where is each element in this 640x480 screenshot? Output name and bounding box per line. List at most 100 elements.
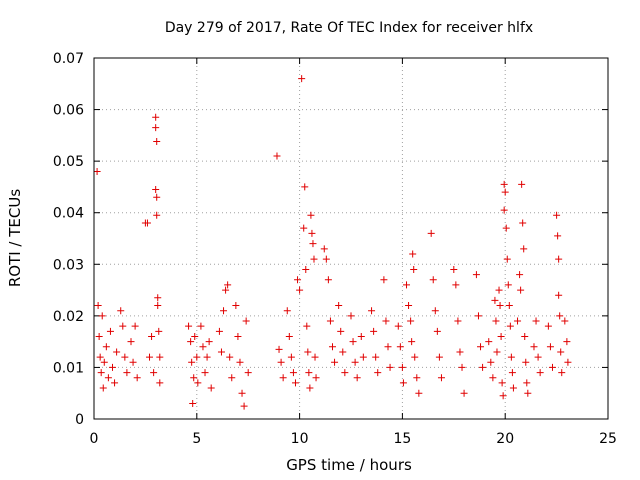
data-point	[433, 327, 441, 335]
data-point	[339, 348, 347, 356]
data-point	[384, 343, 392, 351]
data-point	[505, 302, 513, 310]
data-point	[503, 255, 511, 263]
data-point	[187, 338, 195, 346]
data-point	[111, 379, 119, 387]
data-point	[398, 363, 406, 371]
data-point	[396, 343, 404, 351]
data-point	[489, 374, 497, 382]
data-point	[215, 327, 223, 335]
data-point	[238, 389, 246, 397]
data-point	[244, 369, 252, 377]
data-point	[119, 322, 127, 330]
data-point	[427, 229, 435, 237]
data-point	[289, 369, 297, 377]
data-point	[514, 317, 522, 325]
data-point	[185, 322, 193, 330]
y-tick-label: 0.02	[53, 309, 84, 325]
data-point	[337, 327, 345, 335]
data-point	[201, 369, 209, 377]
data-point	[287, 353, 295, 361]
data-point	[458, 363, 466, 371]
data-point	[341, 369, 349, 377]
data-point	[347, 312, 355, 320]
x-tick-label: 10	[291, 431, 309, 447]
x-tick-label: 5	[192, 431, 201, 447]
data-point	[127, 338, 135, 346]
data-point	[97, 369, 105, 377]
data-point	[532, 317, 540, 325]
data-point	[305, 369, 313, 377]
data-point	[326, 317, 334, 325]
data-point	[150, 369, 158, 377]
data-point	[188, 358, 196, 366]
data-point	[152, 186, 160, 194]
data-point	[129, 358, 137, 366]
data-point	[199, 343, 207, 351]
y-tick-label: 0.01	[53, 360, 84, 376]
y-tick-label: 0.03	[53, 257, 84, 273]
data-point	[561, 317, 569, 325]
data-point	[152, 113, 160, 121]
data-point	[506, 322, 514, 330]
data-point	[306, 384, 314, 392]
data-point	[232, 302, 240, 310]
data-point	[523, 379, 531, 387]
x-tick-label: 0	[90, 431, 99, 447]
data-point	[500, 206, 508, 214]
data-point	[205, 338, 213, 346]
data-point	[203, 353, 211, 361]
data-point	[242, 317, 250, 325]
data-point	[226, 353, 234, 361]
data-point	[399, 379, 407, 387]
data-point	[485, 338, 493, 346]
data-point	[279, 374, 287, 382]
data-point	[153, 138, 161, 146]
data-point	[450, 265, 458, 273]
data-point	[277, 358, 285, 366]
data-point	[99, 384, 107, 392]
data-point	[493, 348, 501, 356]
data-point	[411, 353, 419, 361]
data-point	[309, 240, 317, 248]
data-point	[194, 379, 202, 387]
data-point	[156, 353, 164, 361]
data-point	[372, 353, 380, 361]
data-point	[283, 307, 291, 315]
data-point	[156, 379, 164, 387]
data-point	[349, 338, 357, 346]
data-point	[217, 348, 225, 356]
data-point	[477, 343, 485, 351]
data-point	[403, 281, 411, 289]
data-point	[498, 379, 506, 387]
data-point	[413, 374, 421, 382]
data-point	[224, 281, 232, 289]
data-point	[146, 353, 154, 361]
data-point	[563, 338, 571, 346]
data-point	[519, 219, 527, 227]
data-point	[502, 224, 510, 232]
data-point	[370, 327, 378, 335]
data-point	[100, 358, 108, 366]
data-point	[353, 374, 361, 382]
data-point	[320, 245, 328, 253]
data-point	[501, 188, 509, 196]
data-point	[452, 281, 460, 289]
data-point	[324, 276, 332, 284]
x-axis-label: GPS time / hours	[286, 456, 412, 474]
plot-frame	[93, 57, 609, 420]
data-point	[380, 276, 388, 284]
data-point	[558, 369, 566, 377]
data-point	[474, 312, 482, 320]
y-tick-label: 0.05	[53, 154, 84, 170]
data-point	[499, 392, 507, 400]
data-point	[359, 353, 367, 361]
data-point	[153, 193, 161, 201]
data-point	[556, 312, 564, 320]
data-point	[220, 307, 228, 315]
data-point	[123, 369, 131, 377]
data-point	[285, 332, 293, 340]
axis-ticks: 0 5 10 15 20 25 0 0.01 0.02 0.03 0.04 0.05 0.06 0.07	[53, 51, 617, 447]
data-point	[133, 374, 141, 382]
